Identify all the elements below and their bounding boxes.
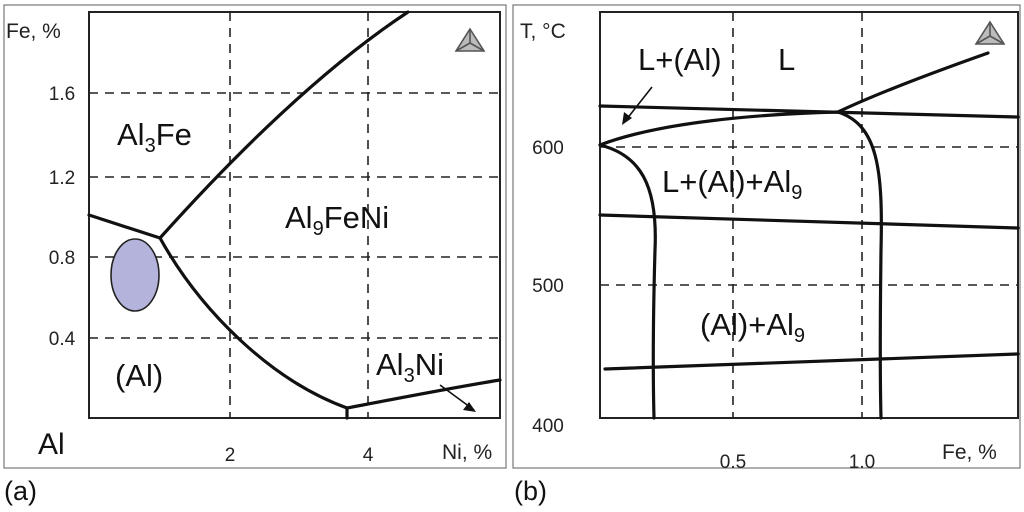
panel-a-composition-ellipse xyxy=(110,238,160,312)
panel-a-outer-frame xyxy=(3,4,507,469)
panel-b: T, °C Fe, % 600 500 400 0.5 1.0 L+(Al) L… xyxy=(512,4,1021,506)
panel-a-boundary-al9feni-al3ni xyxy=(345,378,502,410)
panel-a: Fe, % Ni, % Al 1.6 1.2 0.8 0.4 2 4 Al3Fe… xyxy=(3,4,507,506)
panel-a-y-axis-label: Fe, % xyxy=(6,20,61,43)
panel-b-liquidus-al xyxy=(598,110,840,147)
thermo-calc-triangle-icon xyxy=(454,27,486,52)
panel-a-x-axis-label: Ni, % xyxy=(442,441,492,464)
panel-b-y-tick-600: 600 xyxy=(532,138,564,159)
thermo-calc-triangle-icon xyxy=(974,20,1006,45)
panel-b-line-lower xyxy=(603,352,1020,371)
panel-b-label: (b) xyxy=(514,476,547,506)
panel-b-y-tick-400: 400 xyxy=(532,416,564,437)
panel-b-line-middle xyxy=(598,213,1020,230)
panel-a-x-tick-4: 4 xyxy=(363,445,374,466)
panel-a-boundary-al3fe-al9feni xyxy=(158,10,410,240)
panel-a-y-tick-0-4: 0.4 xyxy=(49,329,76,350)
panel-b-l-al-arrowhead xyxy=(622,112,632,125)
panel-a-boundary-al-al9feni xyxy=(158,236,349,410)
panel-a-y-tick-0-8: 0.8 xyxy=(49,248,75,269)
panel-a-x-tick-2: 2 xyxy=(225,445,236,466)
panel-b-x-tick-0-5: 0.5 xyxy=(720,452,746,473)
panel-a-al3ni-arrowhead xyxy=(463,402,476,412)
panel-b-y-axis-label: T, °C xyxy=(520,20,566,43)
panel-a-origin-label: Al xyxy=(38,428,65,461)
panel-a-region-al3fe: Al3Fe xyxy=(117,117,192,157)
panel-b-l-al-arrow xyxy=(625,86,653,121)
panel-b-x-tick-1-0: 1.0 xyxy=(849,452,875,473)
panel-a-boundary-al3fe-al xyxy=(87,213,162,240)
panel-a-region-al3ni: Al3Ni xyxy=(376,347,444,387)
panel-b-x-axis-label: Fe, % xyxy=(942,441,997,464)
panel-b-solvus-left xyxy=(598,143,657,420)
panel-b-region-l-al-al9: L+(Al)+Al9 xyxy=(662,164,802,204)
panel-b-outer-frame xyxy=(512,4,1021,469)
panel-a-y-tick-1-6: 1.6 xyxy=(49,84,75,105)
panel-a-label: (a) xyxy=(4,476,37,506)
panel-a-region-al9feni: Al9FeNi xyxy=(285,200,389,240)
panel-a-y-tick-1-2: 1.2 xyxy=(49,168,75,189)
panel-b-region-l: L xyxy=(778,42,795,77)
panel-b-liquidus-al9 xyxy=(836,51,990,114)
panel-a-region-al: (Al) xyxy=(115,358,163,393)
panel-b-region-l-al: L+(Al) xyxy=(638,42,722,77)
panel-b-solvus-right xyxy=(836,110,883,420)
panel-b-region-al-al9: (Al)+Al9 xyxy=(700,307,805,347)
panel-b-y-tick-500: 500 xyxy=(532,276,564,297)
